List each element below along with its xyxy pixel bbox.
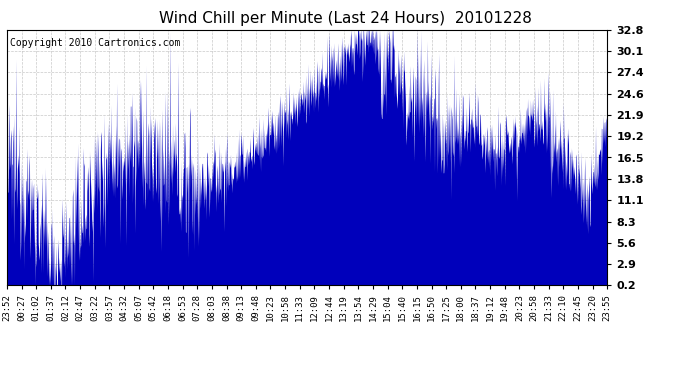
Text: Copyright 2010 Cartronics.com: Copyright 2010 Cartronics.com bbox=[10, 38, 180, 48]
Text: Wind Chill per Minute (Last 24 Hours)  20101228: Wind Chill per Minute (Last 24 Hours) 20… bbox=[159, 11, 531, 26]
